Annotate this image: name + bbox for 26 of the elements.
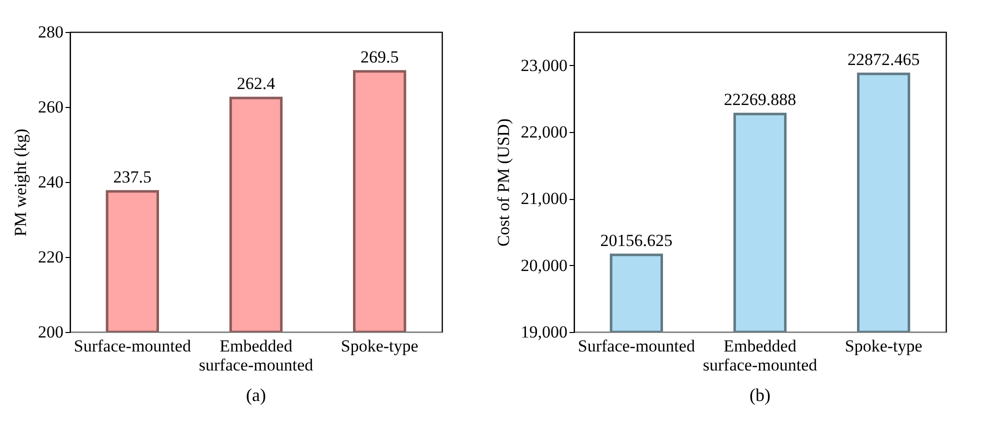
data-label: 22269.888 — [724, 90, 796, 110]
y-tick-label: 260 — [38, 98, 64, 116]
data-label: 262.4 — [236, 74, 276, 93]
y-axis-title: PM weight (kg) — [11, 128, 30, 236]
x-tick-label: Spoke-type — [340, 336, 418, 356]
x-tick-label: Spoke-type — [844, 336, 922, 356]
data-label: 269.5 — [360, 47, 399, 66]
x-tick-label: Embedded surface-mounted — [702, 336, 818, 374]
y-tick-label: 19,000 — [520, 322, 568, 342]
y-tick-label: 20,000 — [520, 256, 568, 275]
y-tick-label: 220 — [38, 248, 64, 266]
y-tick-label: 280 — [38, 22, 64, 42]
x-tick-label: Surface-mounted — [578, 336, 696, 356]
data-label: 22872.465 — [847, 50, 920, 69]
text: (b) — [750, 385, 770, 405]
y-tick-label: 22,000 — [520, 122, 568, 142]
data-label: 20156.625 — [600, 230, 673, 250]
y-tick-label: 23,000 — [520, 56, 568, 75]
x-tick-label: Embedded surface-mounted — [198, 336, 314, 374]
data-label: 237.5 — [113, 167, 152, 186]
y-tick-label: 21,000 — [520, 189, 568, 208]
x-tick-label: Surface-mounted — [74, 336, 192, 356]
y-tick-label: 200 — [38, 322, 64, 342]
y-tick-label: 240 — [38, 172, 64, 192]
y-axis-title: Cost of PM (USD) — [494, 118, 513, 246]
text: (a) — [246, 385, 266, 405]
